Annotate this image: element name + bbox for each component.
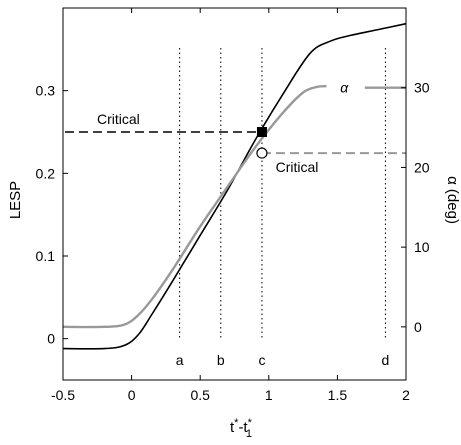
x-tick-label-5: 2 (402, 387, 410, 403)
x-tick-label-4: 1.5 (328, 387, 348, 403)
y-right-tick-label-1: 10 (414, 239, 430, 255)
y-right-tick-label-2: 20 (414, 159, 430, 175)
y-left-tick-label-1: 0.1 (36, 248, 56, 264)
x-tick-label-0: -0.5 (51, 387, 75, 403)
y-axis-label-left: LESP (7, 181, 24, 219)
critical-lesp-label: Critical (97, 111, 140, 127)
critical-alpha-marker (256, 147, 268, 159)
series-alpha-curve-1 (62, 84, 327, 329)
x-axis-label: t*-t* 1 (230, 417, 253, 440)
plot-frame (62, 7, 407, 381)
y-right-tick-label-0: 0 (414, 319, 422, 335)
plot-area: a b c d Critical Critical α (62, 22, 407, 368)
critical-alpha-label: Critical (276, 159, 319, 175)
y-left-tick-label-0: 0 (47, 331, 55, 347)
y-left-tick-label-3: 0.3 (36, 83, 56, 99)
alpha-series-label: α (340, 80, 349, 96)
y-right-tick-label-3: 30 (414, 80, 430, 96)
marker-label-d: d (382, 352, 390, 368)
x-tick-label-1: 0 (128, 387, 136, 403)
series-lesp-curve-0 (62, 22, 407, 350)
y-axis-label-right: α (deg) (444, 176, 461, 224)
x-tick-label-2: 0.5 (190, 387, 210, 403)
marker-label-b: b (217, 352, 225, 368)
x-tick-label-3: 1 (265, 387, 273, 403)
critical-lesp-marker (256, 127, 267, 137)
marker-label-c: c (258, 352, 265, 368)
marker-label-a: a (176, 352, 184, 368)
y-left-tick-label-2: 0.2 (36, 165, 56, 181)
